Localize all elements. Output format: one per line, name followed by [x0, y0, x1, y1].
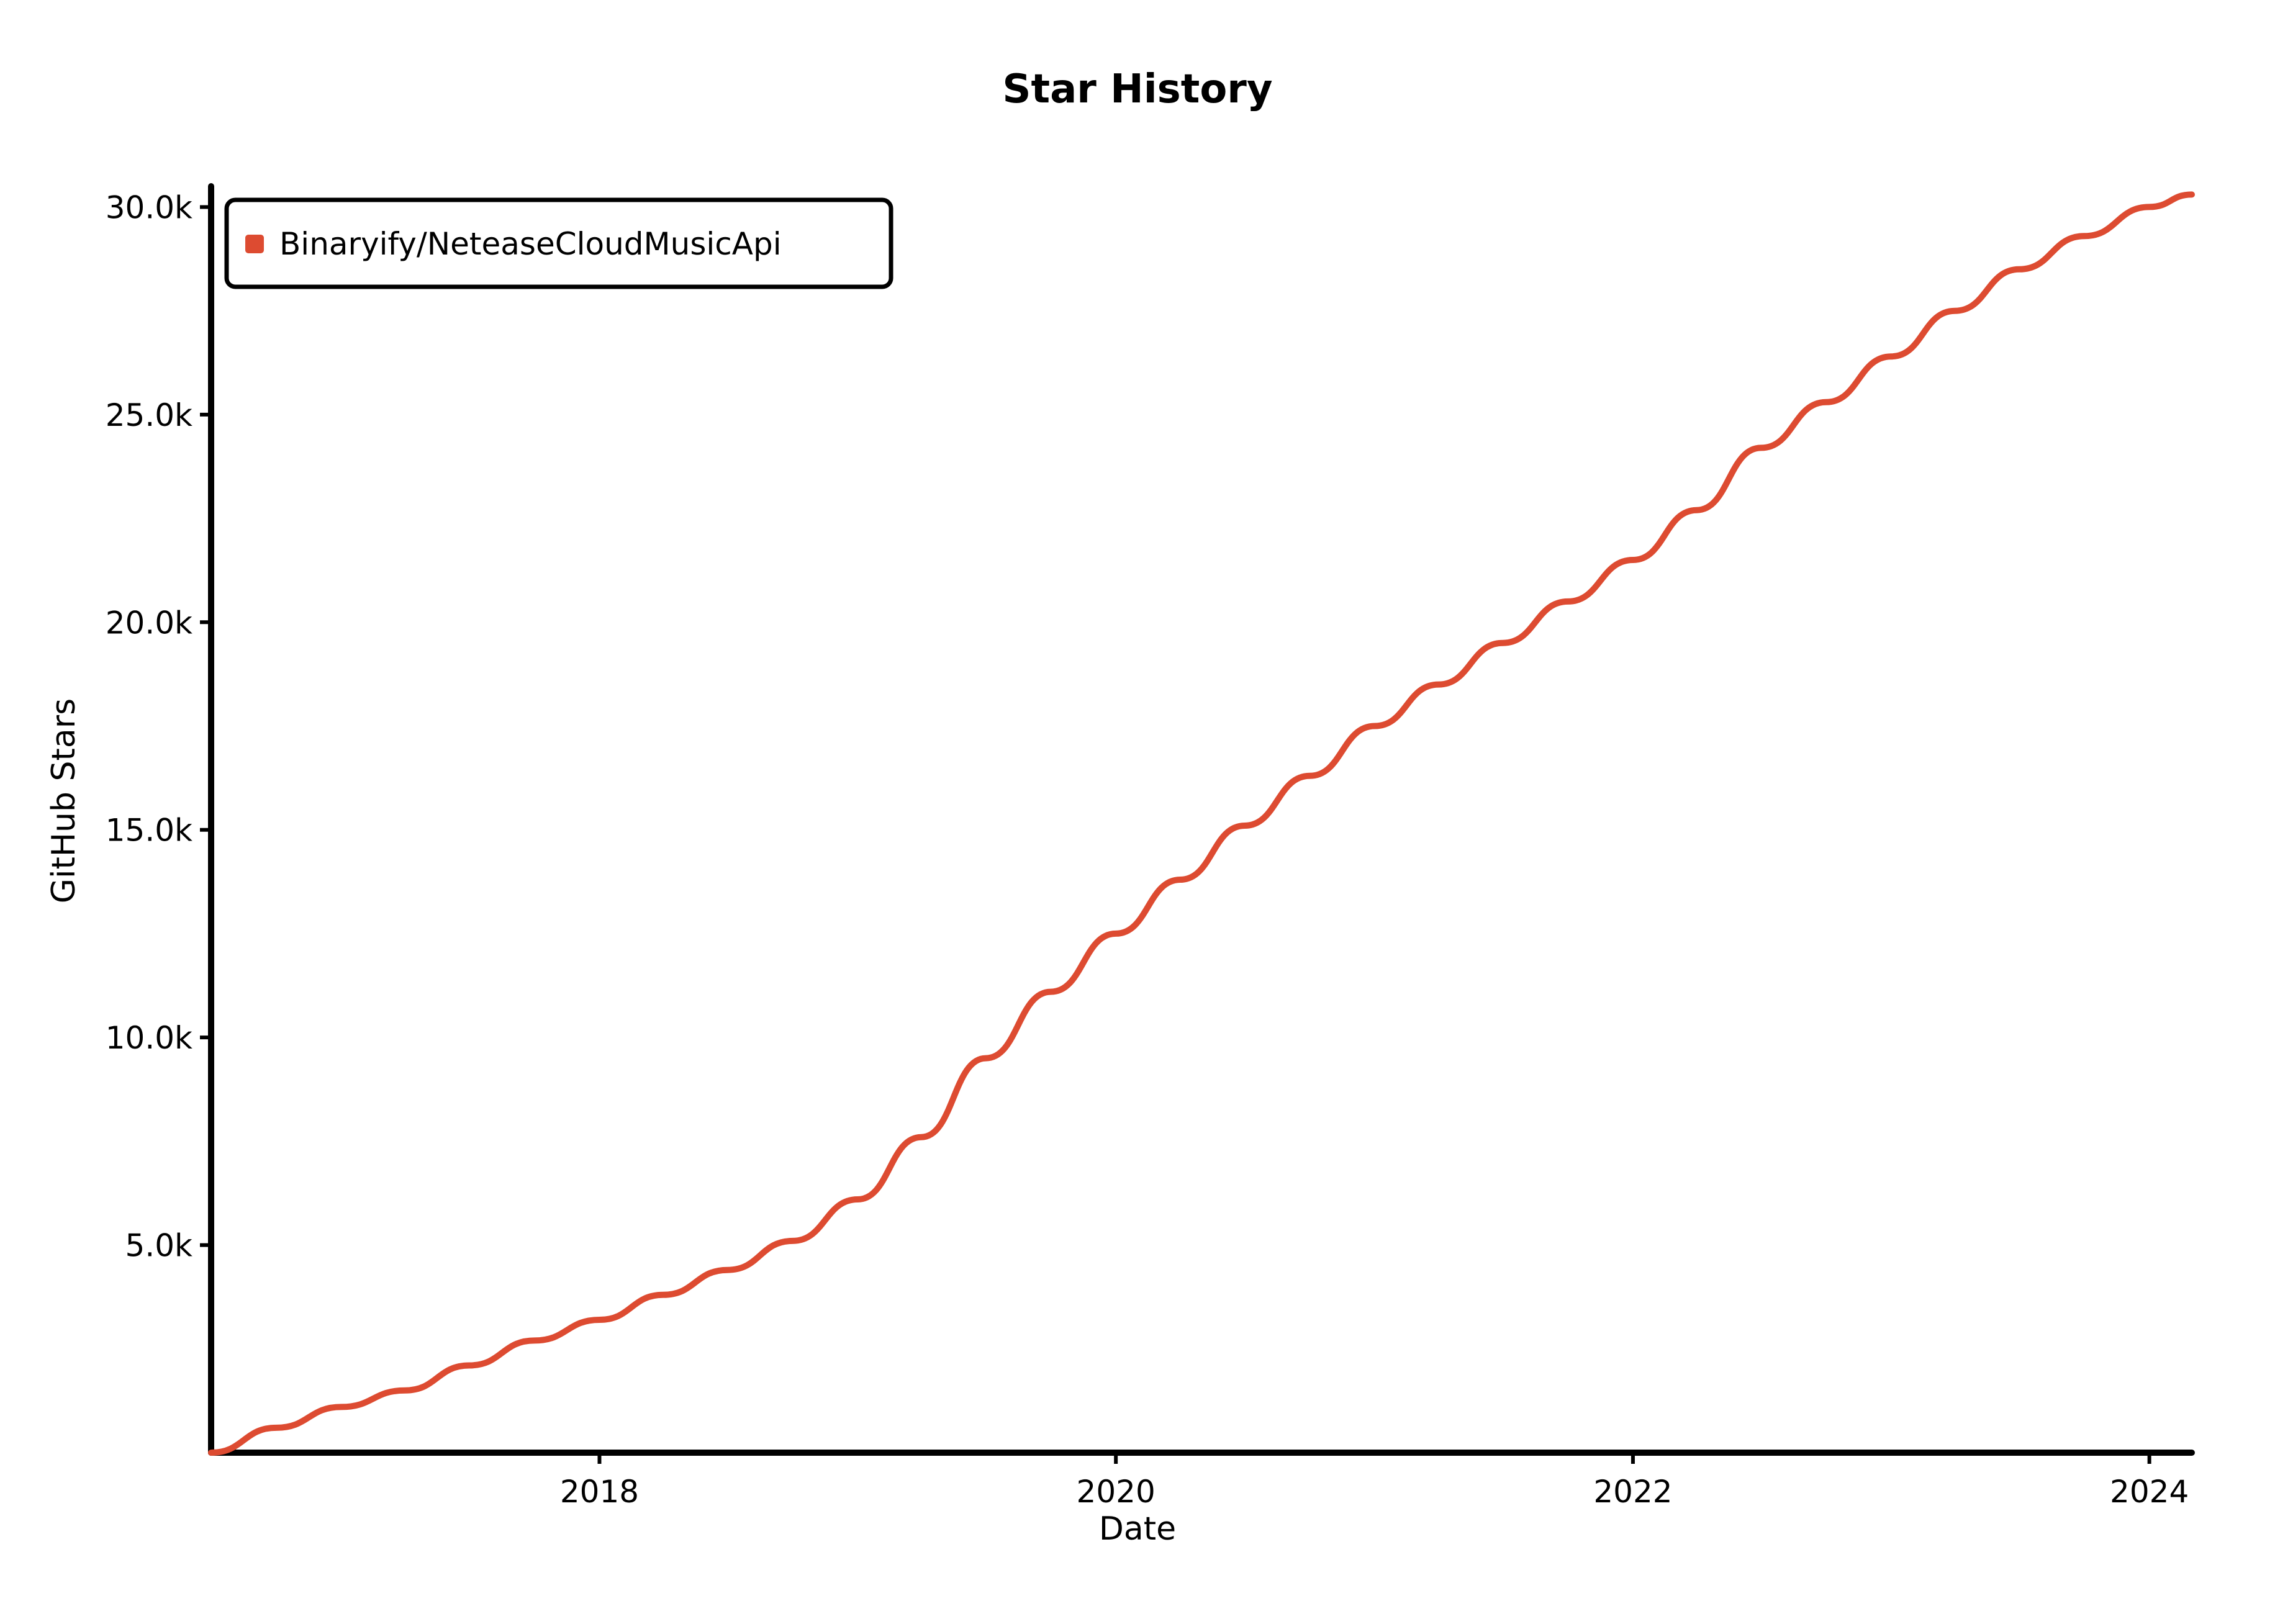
y-tick-label: 25.0k: [106, 397, 192, 433]
y-tick-label: 30.0k: [106, 189, 192, 225]
x-axis-label: Date: [1099, 1510, 1176, 1548]
axes: [208, 183, 2195, 1456]
x-tick-label: 2024: [2110, 1474, 2189, 1510]
legend-swatch: [245, 235, 264, 253]
legend: Binaryify/NeteaseCloudMusicApi: [224, 197, 893, 289]
legend-label: Binaryify/NeteaseCloudMusicApi: [279, 226, 782, 262]
chart-title: Star History: [1002, 66, 1272, 112]
y-tick-label: 10.0k: [106, 1020, 192, 1056]
x-tick-label: 2022: [1593, 1474, 1672, 1510]
y-axis-label: GitHub Stars: [45, 698, 83, 903]
ticks: 2018 2020 2022 2024 5.0k 10.0k 15.0k 20.0k 25.0k…: [106, 189, 2189, 1510]
legend-box: [224, 197, 893, 289]
x-tick-label: 2018: [560, 1474, 639, 1510]
y-tick-label: 5.0k: [125, 1228, 193, 1264]
series-line: [208, 191, 2195, 1456]
y-tick-label: 15.0k: [106, 813, 192, 849]
x-tick-label: 2020: [1077, 1474, 1156, 1510]
y-tick-label: 20.0k: [106, 605, 192, 641]
series-layer: [208, 191, 2195, 1456]
